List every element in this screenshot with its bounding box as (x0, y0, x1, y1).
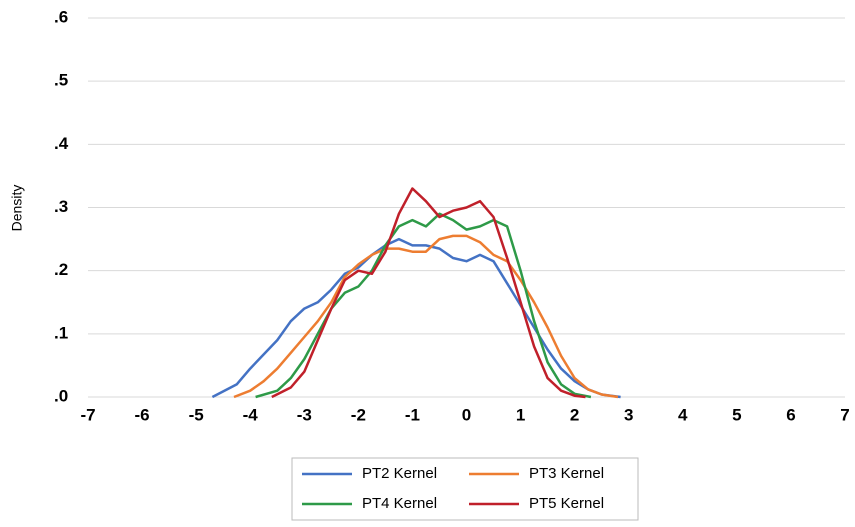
series-line (233, 234, 619, 399)
legend-box (291, 457, 639, 521)
legend-label: PT2 Kernel (362, 465, 437, 482)
x-tick-label: 4 (678, 405, 688, 424)
x-tick-label: -5 (189, 405, 204, 424)
x-tick-label: 1 (516, 405, 525, 424)
y-tick-label: .2 (54, 260, 68, 279)
y-tick-label: .4 (54, 134, 69, 153)
legend-label: PT3 Kernel (529, 465, 604, 482)
legend-label: PT5 Kernel (529, 495, 604, 512)
y-tick-label: .5 (54, 71, 68, 90)
x-tick-label: 7 (840, 405, 849, 424)
y-tick-label: .1 (54, 323, 68, 342)
x-tick-label: -7 (80, 405, 95, 424)
series-line (211, 237, 621, 399)
series-line (255, 212, 592, 399)
x-tick-label: -6 (135, 405, 150, 424)
y-axis-label: Density (9, 185, 25, 232)
x-tick-label: -3 (297, 405, 312, 424)
x-tick-label: 6 (786, 405, 795, 424)
series-line (271, 187, 586, 399)
x-tick-label: 3 (624, 405, 633, 424)
x-tick-label: -1 (405, 405, 420, 424)
legend-label: PT4 Kernel (362, 495, 437, 512)
y-tick-label: .3 (54, 197, 68, 216)
x-tick-label: -2 (351, 405, 366, 424)
x-tick-label: -4 (243, 405, 259, 424)
y-tick-label: .0 (54, 386, 68, 405)
x-tick-label: 2 (570, 405, 579, 424)
x-tick-label: 5 (732, 405, 741, 424)
y-tick-label: .6 (54, 7, 68, 26)
x-tick-label: 0 (462, 405, 471, 424)
